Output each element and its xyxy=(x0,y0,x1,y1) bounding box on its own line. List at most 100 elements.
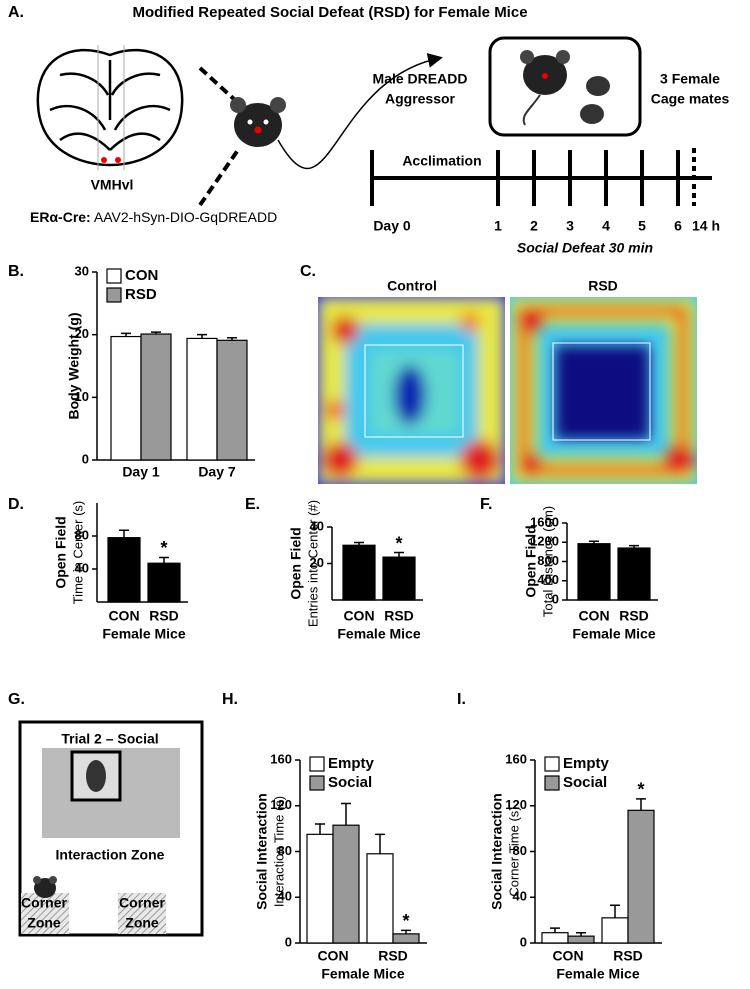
y-label: Social Interaction xyxy=(489,793,505,910)
legend-swatch xyxy=(309,775,325,791)
legend-swatch xyxy=(544,756,560,772)
day-label: 1 xyxy=(494,218,502,234)
x-label: Female Mice xyxy=(102,626,185,642)
panel-label: F. xyxy=(480,496,492,513)
legend-label: CON xyxy=(125,267,158,284)
error-bar xyxy=(227,337,237,341)
bar xyxy=(110,335,142,461)
error-bar xyxy=(576,931,586,937)
phase-label: Acclimation xyxy=(402,153,481,169)
legend-swatch xyxy=(106,268,122,284)
y-tick-label: 400 xyxy=(537,572,559,587)
legend-label: Social xyxy=(328,774,372,791)
bar xyxy=(627,809,655,944)
error-bar xyxy=(629,544,639,549)
bar xyxy=(140,333,172,461)
legend-swatch xyxy=(309,756,325,772)
x-tick-label: CON xyxy=(343,608,374,624)
protocol-label: Social Defeat 30 min xyxy=(517,240,653,256)
y-tick-label: 800 xyxy=(537,553,559,568)
error-bar xyxy=(354,541,364,546)
timeline xyxy=(370,148,712,206)
day-label: 14 h xyxy=(692,218,720,234)
dash-line xyxy=(198,66,237,102)
corner-label: Zone xyxy=(125,915,159,931)
x-tick-label: RSD xyxy=(384,608,414,624)
construct-label: ERα-Cre: AAV2-hSyn-DIO-GqDREADD xyxy=(30,209,277,225)
bar xyxy=(382,556,416,601)
x-label: Female Mice xyxy=(556,966,639,982)
error-bar xyxy=(375,833,385,854)
bar xyxy=(147,562,181,603)
bar xyxy=(541,932,569,944)
panel-label: A. xyxy=(8,4,24,21)
y-label: Open Field xyxy=(523,525,539,597)
panel-label: E. xyxy=(245,496,260,513)
bar xyxy=(392,933,420,944)
x-tick-label: Day 1 xyxy=(122,464,160,480)
corner-zone xyxy=(118,893,166,934)
y-label: Time in Center (s) xyxy=(70,501,85,605)
error-bar xyxy=(589,540,599,544)
bar xyxy=(577,543,611,601)
region-label: VMHvl xyxy=(91,177,134,193)
y-tick-label: 20 xyxy=(75,326,89,341)
error-bar xyxy=(159,556,169,564)
injection-site xyxy=(101,157,107,163)
error-bar xyxy=(401,929,411,934)
panel-a: A. Modified Repeated Social Defeat (RSD)… xyxy=(8,4,730,256)
y-tick-label: 0 xyxy=(520,934,527,949)
cage-mice xyxy=(520,50,610,126)
y-tick-label: 40 xyxy=(310,518,324,533)
error-bar xyxy=(341,802,351,826)
mouse-icon xyxy=(86,760,106,792)
bar xyxy=(107,537,141,603)
brain-section xyxy=(36,48,184,167)
error-bar xyxy=(121,332,131,337)
y-tick-label: 40 xyxy=(513,889,527,904)
y-tick-label: 40 xyxy=(75,560,89,575)
x-label: Female Mice xyxy=(337,626,420,642)
bar xyxy=(186,337,218,461)
mouse-icon xyxy=(230,97,286,147)
corner-label: Corner xyxy=(119,895,165,911)
bar xyxy=(617,547,651,601)
bar xyxy=(332,824,360,944)
error-bar xyxy=(636,798,646,811)
bar xyxy=(601,917,629,944)
legend-swatch xyxy=(544,775,560,791)
panel-label: D. xyxy=(8,496,24,513)
panel-label: C. xyxy=(300,263,316,280)
error-bar xyxy=(394,551,404,558)
x-tick-label: RSD xyxy=(619,608,649,624)
error-bar xyxy=(151,331,161,335)
dash-line xyxy=(198,148,240,207)
mouse-icon xyxy=(33,876,57,898)
injection-site xyxy=(115,157,121,163)
day-label: Day 0 xyxy=(373,218,411,234)
y-tick-label: 120 xyxy=(270,797,292,812)
construct: AAV2-hSyn-DIO-GqDREADD xyxy=(94,209,277,225)
y-tick-label: 160 xyxy=(270,751,292,766)
group-label: RSD xyxy=(588,278,618,294)
error-bar xyxy=(197,333,207,339)
day-label: 2 xyxy=(530,218,538,234)
panel-label: I. xyxy=(457,691,466,708)
heatmap xyxy=(318,297,505,484)
y-label: Body Weight (g) xyxy=(66,312,82,419)
y-label: Interaction Time (s) xyxy=(271,796,286,907)
x-tick-label: CON xyxy=(552,948,583,964)
corner-zone xyxy=(21,893,69,934)
y-label: Entries into Center (#) xyxy=(305,500,320,627)
panel-g: G. Trial 2 – Social Interaction Zone Cor… xyxy=(8,691,204,937)
y-tick-label: 80 xyxy=(513,843,527,858)
x-tick-label: RSD xyxy=(149,608,179,624)
y-tick-label: 20 xyxy=(310,555,324,570)
x-label: Female Mice xyxy=(321,966,404,982)
cagemates-label: 3 Female xyxy=(660,71,720,87)
legend-label: Social xyxy=(563,774,607,791)
y-tick-label: 1200 xyxy=(530,534,559,549)
legend-label: Empty xyxy=(328,755,375,772)
significance: * xyxy=(402,911,409,931)
